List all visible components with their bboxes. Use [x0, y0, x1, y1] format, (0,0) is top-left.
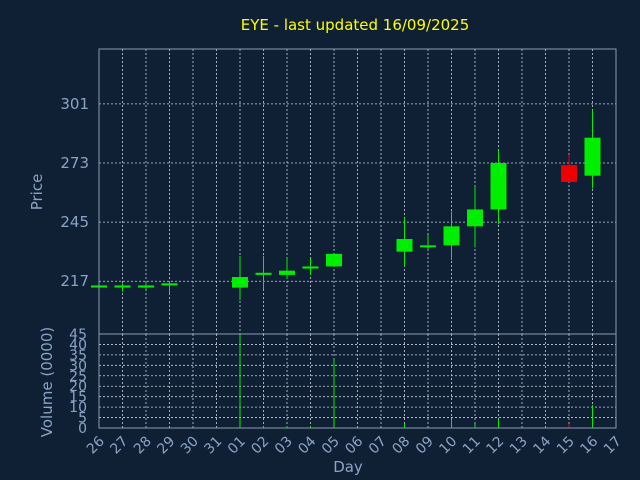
price-tick-label: 273	[60, 154, 89, 172]
x-tick-label: 16	[577, 433, 601, 457]
x-tick-label: 04	[295, 433, 319, 457]
candle	[326, 253, 342, 267]
x-tick-label: 08	[389, 434, 413, 458]
volume-tick-label: 20	[69, 379, 87, 395]
volume-tick-label: 35	[69, 348, 87, 364]
candle	[396, 217, 413, 267]
price-panel: 217 245 273 301	[60, 48, 617, 335]
x-axis-label: Day	[333, 458, 363, 476]
candle	[255, 255, 272, 290]
volume-tick-label: 30	[69, 358, 87, 374]
x-tick-label: 09	[413, 434, 437, 458]
candle	[561, 154, 577, 182]
candle	[420, 234, 436, 250]
volume-tick-label: 25	[69, 369, 87, 385]
x-tick-label: 07	[366, 434, 390, 458]
candle	[279, 258, 295, 280]
x-tick-label: 28	[131, 434, 155, 458]
volume-axis-label: Volume (0000)	[38, 327, 56, 437]
x-tick-label: 01	[225, 434, 249, 458]
x-tick-label: 06	[342, 433, 366, 457]
x-tick-label: 26	[84, 433, 108, 457]
candle-body	[302, 266, 319, 269]
candle-body	[396, 239, 413, 252]
candle	[584, 110, 601, 189]
x-tick-label: 05	[319, 434, 343, 458]
x-tick-label: 27	[107, 434, 131, 458]
volume-tick-label: 10	[69, 400, 87, 416]
candle	[161, 281, 178, 294]
candle	[467, 186, 483, 248]
volume-tick-label: 5	[78, 411, 87, 427]
volume-tick-label: 15	[69, 390, 87, 406]
x-tick-label: 29	[154, 434, 178, 458]
x-tick-label: 10	[436, 434, 460, 458]
x-tick-label: 13	[507, 434, 531, 458]
candle-body	[420, 245, 436, 248]
candle	[114, 283, 131, 292]
chart-title: EYE - last updated 16/09/2025	[241, 16, 470, 34]
x-axis: 26 27 28 29 30 31 01 02 03 04 05 06 07 08 09 10 11 12 13 14…	[84, 433, 625, 457]
volume-panel-frame	[98, 333, 617, 429]
volume-tick-label: 40	[69, 337, 87, 353]
price-axis-label: Price	[28, 174, 46, 211]
candle-body	[467, 209, 483, 227]
candle-body	[490, 163, 507, 210]
price-tick-label: 301	[60, 95, 89, 113]
volume-tick-label: 0	[78, 421, 87, 437]
candle-body	[561, 165, 577, 182]
x-tick-label: 31	[201, 434, 225, 458]
candle-body	[161, 283, 178, 286]
x-tick-label: 02	[248, 434, 272, 458]
price-tick-label: 217	[60, 272, 89, 290]
candle	[138, 283, 154, 290]
candle-body	[114, 285, 131, 288]
candle-body	[138, 285, 154, 288]
candle	[232, 255, 248, 301]
candle	[302, 258, 319, 275]
x-tick-label: 15	[554, 434, 578, 458]
candle	[443, 211, 460, 261]
candle	[490, 150, 507, 225]
candle-body	[443, 226, 460, 246]
x-tick-label: 14	[530, 433, 554, 457]
candle-body	[584, 137, 601, 176]
volume-tick-label: 45	[69, 327, 87, 343]
candle-body	[232, 277, 248, 288]
x-tick-label: 30	[178, 434, 202, 458]
price-panel-frame	[98, 48, 617, 335]
x-tick-label: 17	[601, 434, 625, 458]
candle-body	[255, 272, 272, 275]
x-tick-label: 11	[460, 434, 484, 458]
candle-body	[279, 270, 295, 275]
x-tick-label: 12	[483, 434, 507, 458]
candle-body	[326, 253, 342, 267]
price-tick-label: 245	[60, 213, 89, 231]
x-tick-label: 03	[272, 434, 296, 458]
